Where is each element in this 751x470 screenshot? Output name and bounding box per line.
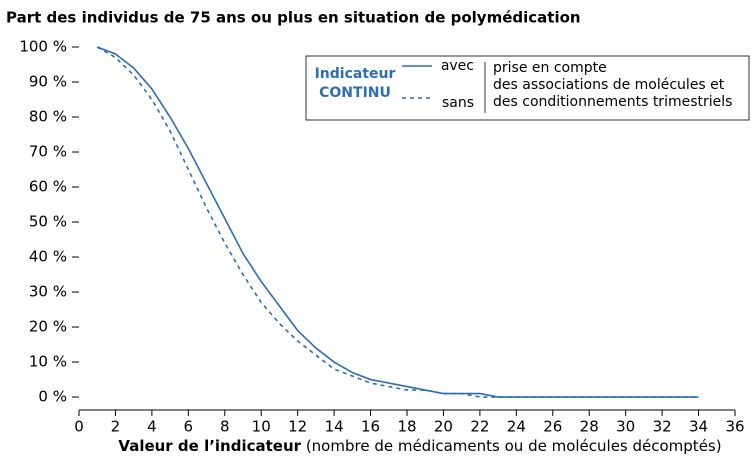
x-axis-label: Valeur de l’indicateur (nombre de médica… xyxy=(118,437,721,455)
x-tick-label: 36 xyxy=(725,418,744,436)
x-tick-label: 10 xyxy=(252,418,271,436)
x-tick-label: 32 xyxy=(653,418,672,436)
x-tick-label: 2 xyxy=(111,418,121,436)
y-tick-label: 40 % xyxy=(29,248,67,266)
x-axis-label-bold: Valeur de l’indicateur xyxy=(118,437,301,455)
x-tick-label: 16 xyxy=(361,418,380,436)
y-tick-label: 90 % xyxy=(29,73,67,91)
legend-note: des conditionnements trimestriels xyxy=(493,94,732,110)
y-tick-label: 10 % xyxy=(29,353,67,371)
x-tick-label: 12 xyxy=(288,418,307,436)
y-tick-label: 60 % xyxy=(29,178,67,196)
chart-title: Part des individus de 75 ans ou plus en … xyxy=(6,9,581,27)
x-tick-label: 0 xyxy=(74,418,84,436)
x-tick-label: 14 xyxy=(325,418,344,436)
x-tick-label: 4 xyxy=(147,418,157,436)
x-tick-label: 26 xyxy=(543,418,562,436)
x-tick-label: 8 xyxy=(220,418,230,436)
legend-title: CONTINU xyxy=(319,85,391,101)
x-tick-label: 34 xyxy=(689,418,708,436)
x-tick-label: 18 xyxy=(397,418,416,436)
x-tick-label: 24 xyxy=(507,418,526,436)
legend-title: Indicateur xyxy=(315,66,396,82)
x-tick-label: 6 xyxy=(184,418,194,436)
x-tick-label: 28 xyxy=(580,418,599,436)
x-axis-label-rest: (nombre de médicaments ou de molécules d… xyxy=(301,437,722,455)
y-tick-label: 20 % xyxy=(29,318,67,336)
legend-box xyxy=(305,55,750,121)
x-tick-label: 20 xyxy=(434,418,453,436)
legend-note: prise en compte xyxy=(493,60,607,76)
y-tick-label: 100 % xyxy=(19,38,67,56)
y-tick-label: 30 % xyxy=(29,283,67,301)
x-tick-label: 22 xyxy=(470,418,489,436)
y-tick-label: 50 % xyxy=(29,213,67,231)
x-tick-label: 30 xyxy=(616,418,635,436)
legend-label: avec xyxy=(441,58,474,74)
legend-note: des associations de molécules et xyxy=(493,77,725,93)
y-tick-label: 70 % xyxy=(29,143,67,161)
y-tick-label: 80 % xyxy=(29,108,67,126)
legend-label: sans xyxy=(442,95,474,111)
y-tick-label: 0 % xyxy=(38,388,67,406)
line-series xyxy=(96,46,699,398)
